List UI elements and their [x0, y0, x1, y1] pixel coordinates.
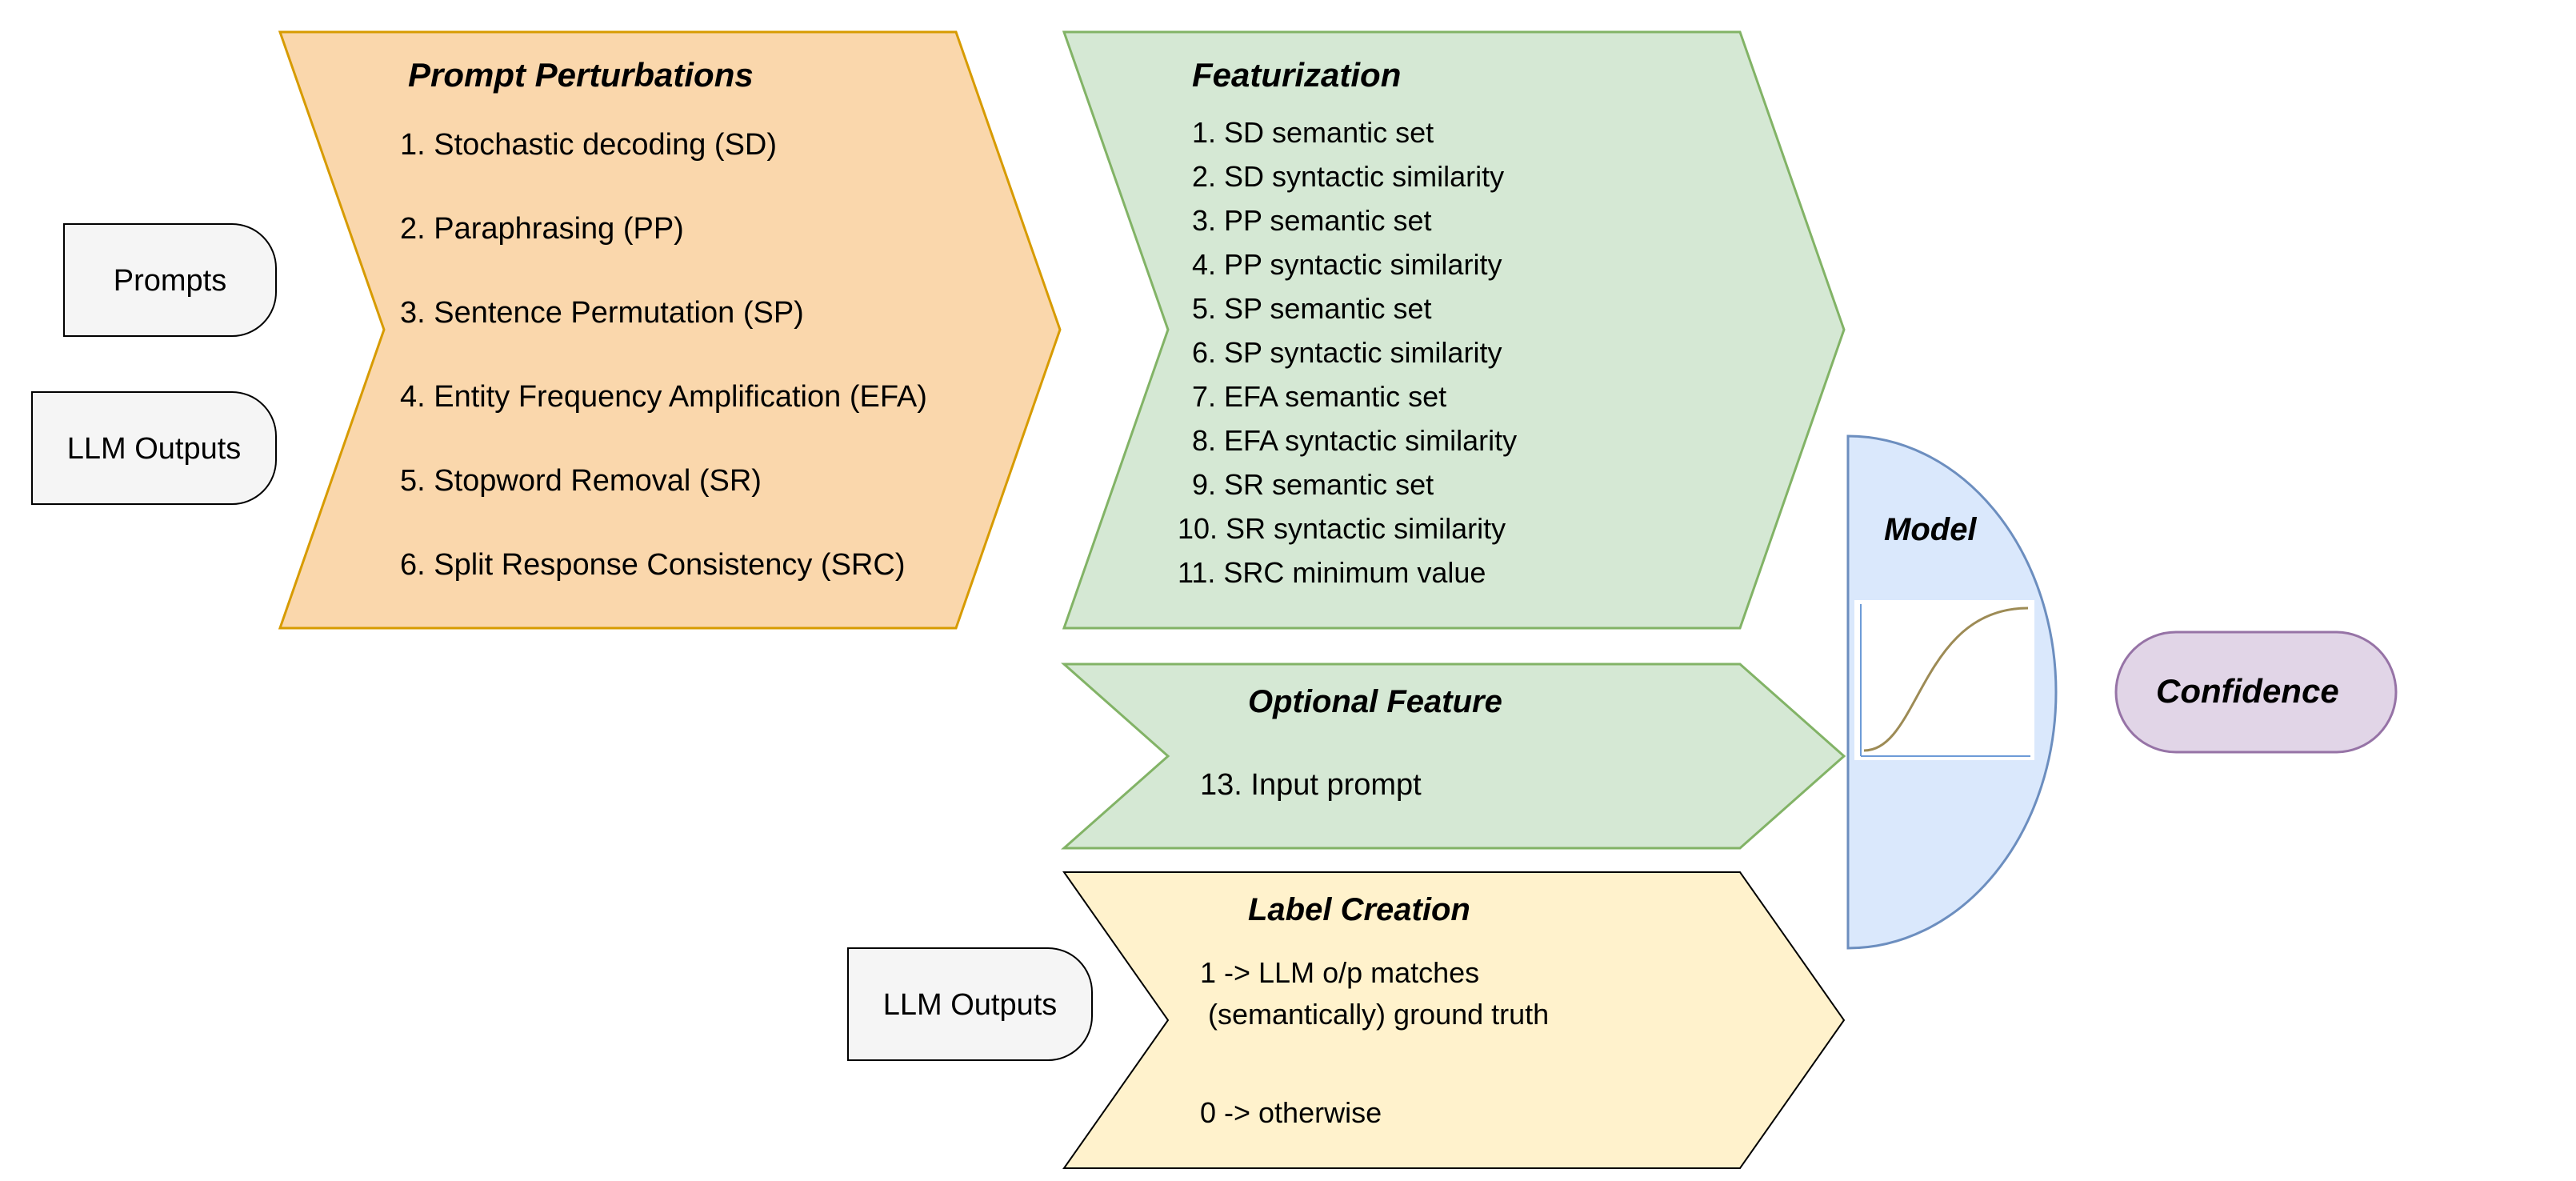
label-creation-line-1: 1 -> LLM o/p matches: [1200, 956, 1479, 990]
featurization-item-10: 10. SR syntactic similarity: [1178, 512, 1506, 546]
perturbation-item-2: 2. Paraphrasing (PP): [400, 212, 684, 246]
featurization-title: Featurization: [1192, 56, 1401, 94]
featurization-item-5: 5. SP semantic set: [1192, 292, 1431, 326]
labelcreation-llmoutputs-label: LLM Outputs: [848, 988, 1092, 1023]
featurization-item-8: 8. EFA syntactic similarity: [1192, 424, 1517, 458]
label-creation-line-4: 0 -> otherwise: [1200, 1096, 1382, 1130]
featurization-item-9: 9. SR semantic set: [1192, 468, 1434, 502]
perturbation-item-5: 5. Stopword Removal (SR): [400, 464, 762, 498]
perturbation-item-4: 4. Entity Frequency Amplification (EFA): [400, 380, 927, 414]
featurization-item-7: 7. EFA semantic set: [1192, 380, 1446, 414]
featurization-item-2: 2. SD syntactic similarity: [1192, 160, 1504, 194]
diagram-stage: Prompts LLM Outputs Prompt Perturbations…: [0, 0, 2576, 1181]
featurization-item-3: 3. PP semantic set: [1192, 204, 1431, 238]
input-llmoutputs-label: LLM Outputs: [32, 432, 276, 466]
perturbation-item-3: 3. Sentence Permutation (SP): [400, 296, 804, 330]
optional-feature-title: Optional Feature: [1248, 684, 1502, 720]
featurization-item-11: 11. SRC minimum value: [1178, 556, 1486, 590]
perturbations-title: Prompt Perturbations: [408, 56, 754, 94]
perturbation-item-1: 1. Stochastic decoding (SD): [400, 128, 777, 162]
model-title: Model: [1884, 512, 1977, 548]
featurization-item-1: 1. SD semantic set: [1192, 116, 1434, 150]
label-creation-title: Label Creation: [1248, 892, 1470, 928]
label-creation-line-2: (semantically) ground truth: [1200, 998, 1549, 1031]
model-sigmoid-curve: [1864, 608, 2028, 751]
model-curve-panel: [1854, 600, 2034, 760]
input-prompts-label: Prompts: [64, 264, 276, 298]
perturbation-item-6: 6. Split Response Consistency (SRC): [400, 548, 905, 582]
featurization-item-4: 4. PP syntactic similarity: [1192, 248, 1502, 282]
featurization-item-6: 6. SP syntactic similarity: [1192, 336, 1502, 370]
confidence-label: Confidence: [2156, 672, 2339, 711]
optional-feature-item-1: 13. Input prompt: [1200, 768, 1422, 803]
